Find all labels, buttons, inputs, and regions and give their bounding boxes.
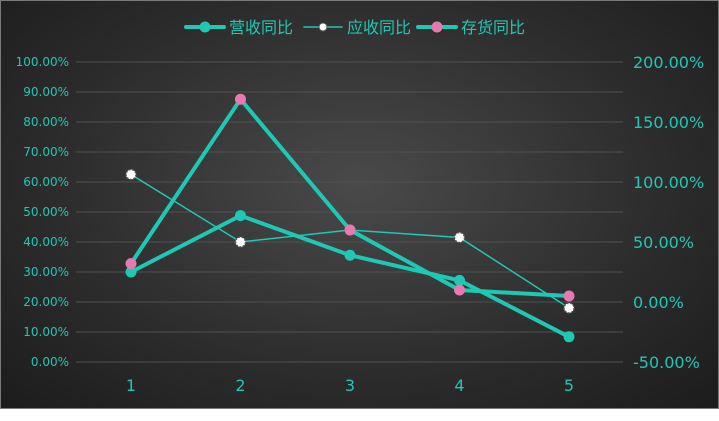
legend-item[interactable]: 应收同比 bbox=[303, 18, 411, 37]
left-tick-label: 0.00% bbox=[31, 355, 69, 369]
x-axis-ticks: 1 2 3 4 5 bbox=[126, 376, 574, 395]
data-point[interactable] bbox=[563, 290, 575, 302]
x-tick-label: 2 bbox=[235, 376, 245, 395]
left-tick-label: 100.00% bbox=[16, 55, 69, 69]
left-tick-label: 30.00% bbox=[23, 265, 69, 279]
grid-lines bbox=[76, 61, 623, 363]
data-point[interactable] bbox=[125, 258, 137, 270]
legend-label: 营收同比 bbox=[229, 18, 293, 37]
data-point[interactable] bbox=[234, 236, 247, 248]
left-tick-label: 50.00% bbox=[23, 205, 69, 219]
legend-label: 应收同比 bbox=[347, 18, 411, 37]
legend-marker bbox=[431, 21, 443, 33]
legend-marker bbox=[318, 22, 328, 32]
x-tick-label: 5 bbox=[564, 376, 574, 395]
legend-item[interactable]: 营收同比 bbox=[184, 18, 293, 37]
data-point[interactable] bbox=[563, 331, 575, 343]
x-tick-label: 1 bbox=[126, 376, 136, 395]
data-point[interactable] bbox=[344, 224, 356, 236]
left-tick-label: 80.00% bbox=[23, 115, 69, 129]
series-3 bbox=[125, 93, 575, 302]
x-tick-label: 3 bbox=[345, 376, 355, 395]
legend[interactable]: 营收同比 应收同比 存货同比 bbox=[184, 18, 525, 37]
data-point[interactable] bbox=[454, 284, 465, 296]
right-tick-label: 150.00% bbox=[633, 113, 704, 132]
right-tick-label: -50.00% bbox=[633, 353, 700, 372]
data-point[interactable] bbox=[344, 249, 356, 261]
left-tick-label: 70.00% bbox=[23, 145, 69, 159]
right-axis-ticks: -50.00% 0.00% 50.00% 100.00% 150.00% 200.00% bbox=[633, 53, 704, 372]
left-tick-label: 40.00% bbox=[23, 235, 69, 249]
data-point[interactable] bbox=[125, 266, 137, 278]
right-tick-label: 200.00% bbox=[633, 53, 704, 72]
data-point[interactable] bbox=[125, 168, 137, 181]
data-point[interactable] bbox=[454, 274, 465, 286]
right-tick-label: 100.00% bbox=[633, 173, 704, 192]
x-tick-label: 4 bbox=[454, 376, 464, 395]
chart-frame: 0.00% 10.00% 20.00% 30.00% 40.00% 50.00% 60.00… bbox=[0, 0, 719, 409]
data-point[interactable] bbox=[453, 231, 466, 244]
left-tick-label: 90.00% bbox=[23, 85, 69, 99]
right-tick-label: 50.00% bbox=[633, 233, 694, 252]
left-tick-label: 60.00% bbox=[23, 175, 69, 189]
data-point[interactable] bbox=[563, 302, 575, 314]
legend-marker bbox=[199, 21, 211, 33]
series-lines bbox=[125, 93, 575, 343]
series-1 bbox=[125, 210, 575, 343]
left-tick-label: 20.00% bbox=[23, 295, 69, 309]
series-line bbox=[130, 173, 570, 309]
legend-item[interactable]: 存货同比 bbox=[416, 18, 525, 37]
data-point[interactable] bbox=[235, 93, 246, 105]
line-chart: 0.00%10.00%20.00%30.00%40.00%50.00%60.00… bbox=[16, 18, 705, 395]
data-point[interactable] bbox=[235, 210, 246, 222]
left-axis-ticks: 0.00% 10.00% 20.00% 30.00% 40.00% 50.00% 60.00… bbox=[16, 55, 69, 369]
right-tick-label: 0.00% bbox=[633, 293, 684, 312]
legend-label: 存货同比 bbox=[461, 18, 525, 37]
left-tick-label: 10.00% bbox=[23, 325, 69, 339]
